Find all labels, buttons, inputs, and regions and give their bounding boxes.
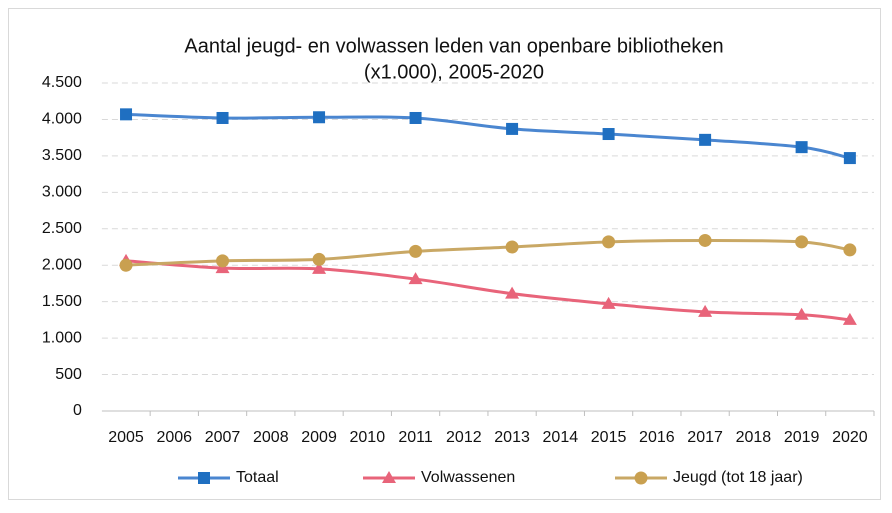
y-tick-label: 2.500 bbox=[42, 220, 82, 237]
y-tick-label: 2.000 bbox=[42, 256, 82, 273]
marker bbox=[216, 254, 230, 268]
marker bbox=[409, 111, 422, 124]
marker bbox=[601, 296, 616, 309]
y-tick-label: 3.000 bbox=[42, 184, 82, 201]
x-tick-label: 2012 bbox=[446, 429, 482, 446]
x-tick-label: 2019 bbox=[784, 429, 820, 446]
marker bbox=[602, 235, 616, 249]
marker bbox=[505, 240, 519, 254]
x-tick-label: 2006 bbox=[156, 429, 192, 446]
x-tick-label: 2016 bbox=[639, 429, 675, 446]
x-tick-label: 2017 bbox=[687, 429, 723, 446]
marker bbox=[409, 244, 423, 258]
marker bbox=[602, 128, 615, 141]
y-tick-label: 1.500 bbox=[42, 293, 82, 310]
chart-title: Aantal jeugd- en volwassen leden van ope… bbox=[184, 35, 723, 57]
marker bbox=[313, 111, 326, 124]
x-tick-label: 2018 bbox=[736, 429, 772, 446]
y-tick-label: 4.500 bbox=[42, 74, 82, 91]
marker bbox=[794, 307, 809, 320]
marker bbox=[216, 111, 229, 124]
x-tick-label: 2011 bbox=[398, 429, 433, 446]
x-tick-label: 2014 bbox=[543, 429, 579, 446]
chart-title: (x1.000), 2005-2020 bbox=[364, 61, 544, 83]
marker bbox=[408, 272, 423, 285]
y-tick-label: 3.500 bbox=[42, 147, 82, 164]
x-tick-label: 2013 bbox=[494, 429, 530, 446]
marker bbox=[120, 108, 133, 121]
legend-label: Jeugd (tot 18 jaar) bbox=[673, 469, 803, 486]
y-tick-label: 4.000 bbox=[42, 111, 82, 128]
marker bbox=[698, 304, 713, 317]
x-tick-label: 2020 bbox=[832, 429, 868, 446]
marker bbox=[505, 286, 520, 299]
x-tick-label: 2007 bbox=[205, 429, 241, 446]
legend-marker bbox=[634, 471, 648, 485]
marker bbox=[795, 141, 808, 154]
legend-marker bbox=[382, 471, 396, 483]
marker bbox=[842, 312, 857, 325]
marker bbox=[843, 243, 857, 257]
y-tick-label: 0 bbox=[73, 402, 82, 419]
y-tick-label: 1.000 bbox=[42, 329, 82, 346]
marker bbox=[795, 235, 809, 249]
chart-border bbox=[8, 8, 881, 500]
legend-marker bbox=[198, 472, 210, 484]
legend-label: Totaal bbox=[236, 469, 279, 486]
x-tick-label: 2008 bbox=[253, 429, 289, 446]
x-tick-label: 2005 bbox=[108, 429, 144, 446]
marker bbox=[843, 152, 856, 165]
marker bbox=[312, 252, 326, 266]
x-tick-label: 2015 bbox=[591, 429, 627, 446]
y-tick-label: 500 bbox=[55, 366, 82, 383]
marker bbox=[506, 122, 519, 135]
marker bbox=[699, 133, 712, 146]
marker bbox=[119, 258, 133, 272]
legend-label: Volwassenen bbox=[421, 469, 515, 486]
x-tick-label: 2009 bbox=[301, 429, 337, 446]
x-tick-label: 2010 bbox=[350, 429, 386, 446]
marker bbox=[698, 233, 712, 247]
marker bbox=[312, 261, 327, 274]
